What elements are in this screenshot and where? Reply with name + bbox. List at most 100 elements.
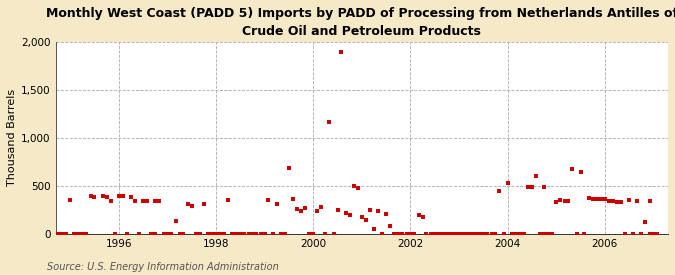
- Point: [624, 198, 634, 202]
- Point: [332, 208, 343, 212]
- Point: [494, 189, 505, 193]
- Point: [292, 207, 302, 211]
- Point: [458, 232, 468, 236]
- Point: [130, 199, 140, 204]
- Point: [603, 199, 614, 204]
- Point: [170, 219, 181, 224]
- Point: [446, 232, 456, 236]
- Point: [563, 199, 574, 204]
- Point: [113, 194, 124, 199]
- Point: [482, 232, 493, 236]
- Point: [498, 232, 509, 236]
- Point: [397, 232, 408, 236]
- Point: [543, 232, 554, 236]
- Point: [352, 186, 363, 190]
- Point: [174, 232, 185, 236]
- Point: [227, 232, 238, 236]
- Point: [381, 211, 392, 216]
- Point: [356, 214, 367, 219]
- Point: [340, 211, 351, 215]
- Point: [535, 232, 545, 236]
- Point: [57, 232, 68, 236]
- Point: [526, 185, 537, 189]
- Point: [364, 208, 375, 212]
- Point: [405, 232, 416, 236]
- Point: [559, 199, 570, 204]
- Point: [608, 199, 618, 204]
- Point: [385, 224, 396, 229]
- Point: [215, 232, 225, 236]
- Point: [591, 197, 602, 202]
- Point: [425, 232, 436, 236]
- Point: [644, 232, 655, 236]
- Point: [158, 232, 169, 236]
- Point: [219, 232, 230, 236]
- Title: Monthly West Coast (PADD 5) Imports by PADD of Processing from Netherlands Antil: Monthly West Coast (PADD 5) Imports by P…: [46, 7, 675, 38]
- Point: [454, 232, 464, 236]
- Point: [243, 232, 254, 236]
- Point: [320, 232, 331, 236]
- Point: [146, 232, 157, 236]
- Point: [69, 232, 80, 236]
- Point: [636, 232, 647, 236]
- Point: [599, 197, 610, 202]
- Point: [417, 215, 428, 219]
- Point: [263, 198, 274, 202]
- Point: [296, 209, 306, 213]
- Y-axis label: Thousand Barrels: Thousand Barrels: [7, 89, 17, 186]
- Point: [433, 232, 444, 236]
- Point: [567, 166, 578, 171]
- Point: [644, 199, 655, 204]
- Point: [616, 200, 626, 204]
- Point: [190, 232, 201, 236]
- Point: [510, 232, 521, 236]
- Point: [150, 199, 161, 204]
- Point: [275, 232, 286, 236]
- Point: [255, 232, 266, 236]
- Point: [182, 202, 193, 206]
- Point: [648, 232, 659, 236]
- Point: [231, 232, 242, 236]
- Point: [271, 202, 282, 206]
- Point: [437, 232, 448, 236]
- Point: [360, 217, 371, 222]
- Point: [308, 232, 319, 236]
- Point: [377, 232, 387, 236]
- Point: [105, 199, 116, 204]
- Point: [279, 232, 290, 236]
- Point: [555, 198, 566, 202]
- Point: [239, 232, 250, 236]
- Point: [61, 232, 72, 236]
- Point: [502, 181, 513, 185]
- Point: [612, 200, 622, 204]
- Point: [202, 232, 213, 236]
- Point: [53, 232, 63, 236]
- Point: [138, 199, 148, 204]
- Point: [620, 232, 630, 236]
- Point: [575, 170, 586, 175]
- Point: [207, 232, 217, 236]
- Point: [194, 232, 205, 236]
- Point: [478, 232, 489, 236]
- Point: [150, 232, 161, 236]
- Point: [89, 195, 100, 200]
- Point: [178, 232, 189, 236]
- Point: [652, 232, 663, 236]
- Point: [518, 232, 529, 236]
- Point: [486, 232, 497, 236]
- Point: [583, 196, 594, 201]
- Point: [587, 197, 598, 202]
- Point: [324, 119, 335, 124]
- Point: [539, 185, 549, 189]
- Point: [373, 209, 383, 213]
- Point: [466, 232, 477, 236]
- Point: [369, 227, 379, 231]
- Point: [474, 232, 485, 236]
- Point: [134, 232, 144, 236]
- Point: [122, 232, 132, 236]
- Point: [421, 232, 432, 236]
- Point: [393, 232, 404, 236]
- Point: [247, 232, 258, 236]
- Point: [450, 232, 460, 236]
- Point: [117, 194, 128, 199]
